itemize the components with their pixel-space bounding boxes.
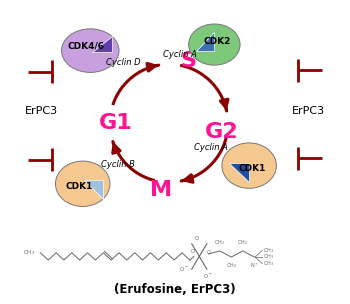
Polygon shape — [84, 180, 103, 199]
Text: N$^+$: N$^+$ — [250, 261, 259, 270]
Text: G1: G1 — [99, 113, 133, 133]
Text: ErPC3: ErPC3 — [25, 106, 58, 116]
Ellipse shape — [55, 161, 110, 206]
Text: O: O — [195, 236, 199, 241]
Text: O$^-$: O$^-$ — [203, 271, 213, 280]
Text: M: M — [150, 180, 173, 200]
Text: CH$_2$: CH$_2$ — [215, 238, 225, 247]
Text: S: S — [181, 51, 197, 71]
Text: O: O — [206, 250, 210, 255]
Text: Cyclin A: Cyclin A — [163, 50, 197, 59]
Text: CDK4/6: CDK4/6 — [67, 42, 104, 50]
Text: O: O — [191, 249, 195, 254]
Text: CDK1: CDK1 — [238, 164, 266, 173]
Ellipse shape — [62, 29, 119, 72]
Text: O$^-$: O$^-$ — [179, 264, 189, 272]
Text: ErPC3: ErPC3 — [292, 106, 325, 116]
Polygon shape — [229, 163, 249, 181]
Polygon shape — [196, 32, 214, 51]
Text: CDK2: CDK2 — [204, 37, 231, 46]
Text: CH$_3$: CH$_3$ — [263, 246, 274, 255]
Text: CH$_3$: CH$_3$ — [263, 259, 274, 268]
Text: G2: G2 — [205, 122, 239, 142]
Text: CH$_2$: CH$_2$ — [226, 261, 237, 270]
Text: (Erufosine, ErPC3): (Erufosine, ErPC3) — [114, 283, 236, 296]
Ellipse shape — [222, 143, 276, 188]
Text: CH$_2$: CH$_2$ — [237, 238, 248, 247]
Ellipse shape — [189, 24, 240, 65]
Polygon shape — [92, 36, 112, 52]
Text: CDK1: CDK1 — [66, 182, 93, 191]
Text: CH$_3$: CH$_3$ — [263, 253, 274, 261]
Text: CH$_3$: CH$_3$ — [23, 248, 35, 257]
Text: Cyclin D: Cyclin D — [106, 58, 141, 67]
Text: Cyclin A: Cyclin A — [194, 143, 228, 152]
Text: Cyclin B: Cyclin B — [101, 160, 135, 169]
